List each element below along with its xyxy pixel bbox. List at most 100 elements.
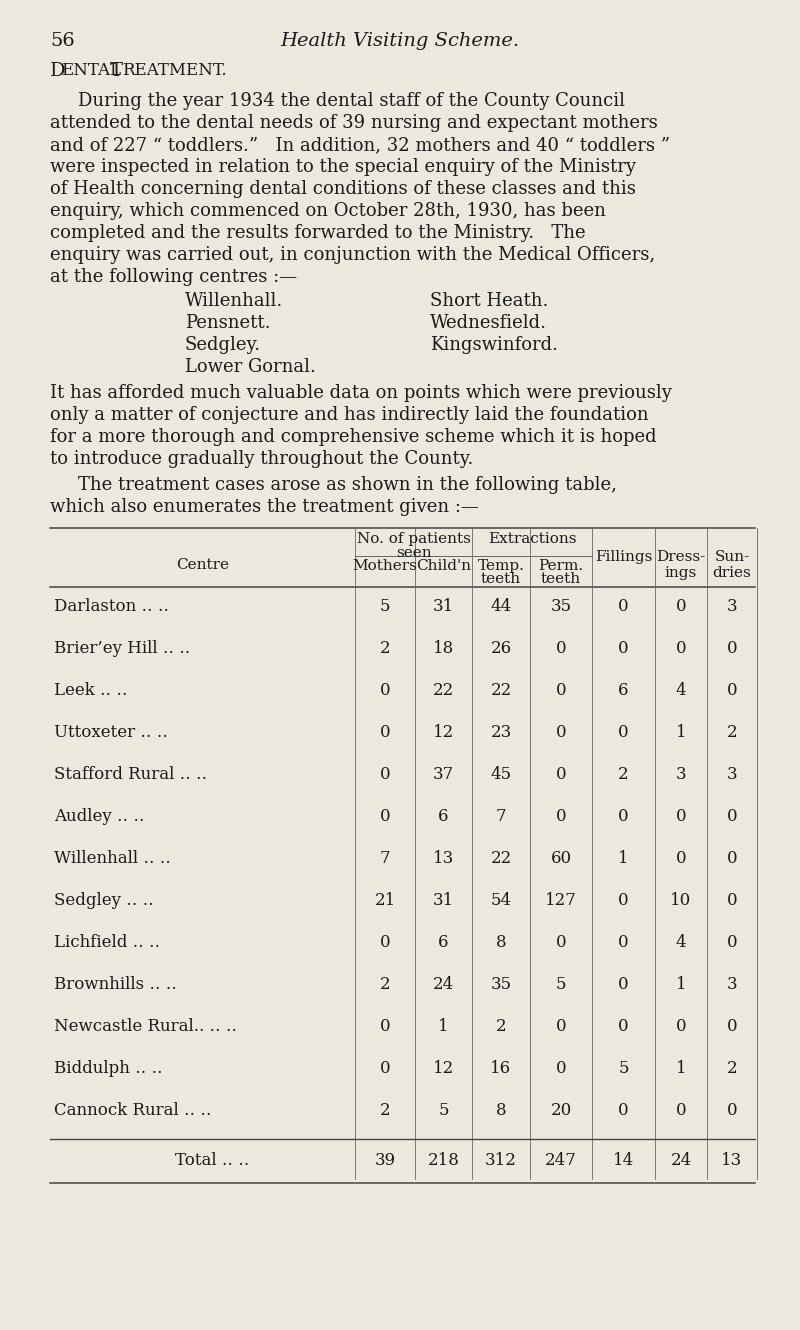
Text: which also enumerates the treatment given :—: which also enumerates the treatment give… <box>50 497 479 516</box>
Text: Extractions: Extractions <box>488 532 576 547</box>
Text: Centre: Centre <box>176 559 229 572</box>
Text: ENTAL: ENTAL <box>61 63 121 78</box>
Text: Mothers: Mothers <box>353 559 418 573</box>
Text: 0: 0 <box>380 766 390 783</box>
Text: Cannock Rural ‥ ‥: Cannock Rural ‥ ‥ <box>54 1103 211 1119</box>
Text: 2: 2 <box>618 766 629 783</box>
Text: 0: 0 <box>676 1103 686 1119</box>
Text: Fillings: Fillings <box>595 551 652 564</box>
Text: 0: 0 <box>556 934 566 951</box>
Text: 0: 0 <box>726 1017 738 1035</box>
Text: Biddulph ‥ ‥: Biddulph ‥ ‥ <box>54 1060 162 1077</box>
Text: 247: 247 <box>545 1152 577 1169</box>
Text: 0: 0 <box>556 766 566 783</box>
Text: 39: 39 <box>374 1152 395 1169</box>
Text: 12: 12 <box>433 1060 454 1077</box>
Text: 0: 0 <box>380 809 390 825</box>
Text: 1: 1 <box>676 976 686 994</box>
Text: 0: 0 <box>618 934 629 951</box>
Text: 0: 0 <box>726 892 738 908</box>
Text: T: T <box>110 63 123 80</box>
Text: only a matter of conjecture and has indirectly laid the foundation: only a matter of conjecture and has indi… <box>50 406 649 424</box>
Text: Leek ‥ ‥: Leek ‥ ‥ <box>54 682 127 700</box>
Text: 2: 2 <box>380 640 390 657</box>
Text: 0: 0 <box>726 682 738 700</box>
Text: Uttoxeter ‥ ‥: Uttoxeter ‥ ‥ <box>54 724 168 741</box>
Text: attended to the dental needs of 39 nursing and expectant mothers: attended to the dental needs of 39 nursi… <box>50 114 658 132</box>
Text: 0: 0 <box>556 724 566 741</box>
Text: 0: 0 <box>676 1017 686 1035</box>
Text: 0: 0 <box>556 1017 566 1035</box>
Text: 0: 0 <box>380 682 390 700</box>
Text: 0: 0 <box>726 1103 738 1119</box>
Text: 35: 35 <box>490 976 511 994</box>
Text: Willenhall ‥ ‥: Willenhall ‥ ‥ <box>54 850 171 867</box>
Text: 0: 0 <box>556 809 566 825</box>
Text: Short Heath.: Short Heath. <box>430 293 548 310</box>
Text: 0: 0 <box>726 809 738 825</box>
Text: 5: 5 <box>618 1060 629 1077</box>
Text: 0: 0 <box>676 640 686 657</box>
Text: It has afforded much valuable data on points which were previously: It has afforded much valuable data on po… <box>50 384 672 402</box>
Text: 0: 0 <box>618 598 629 614</box>
Text: 2: 2 <box>496 1017 506 1035</box>
Text: enquiry was carried out, in conjunction with the Medical Officers,: enquiry was carried out, in conjunction … <box>50 246 655 263</box>
Text: 0: 0 <box>556 640 566 657</box>
Text: completed and the results forwarded to the Ministry.   The: completed and the results forwarded to t… <box>50 223 586 242</box>
Text: 35: 35 <box>550 598 571 614</box>
Text: 0: 0 <box>618 1103 629 1119</box>
Text: 3: 3 <box>726 976 738 994</box>
Text: 24: 24 <box>433 976 454 994</box>
Text: 6: 6 <box>438 934 449 951</box>
Text: 0: 0 <box>618 724 629 741</box>
Text: 23: 23 <box>490 724 512 741</box>
Text: 3: 3 <box>726 766 738 783</box>
Text: of Health concerning dental conditions of these classes and this: of Health concerning dental conditions o… <box>50 180 636 198</box>
Text: During the year 1934 the dental staff of the County Council: During the year 1934 the dental staff of… <box>78 92 625 110</box>
Text: 13: 13 <box>722 1152 742 1169</box>
Text: Sedgley.: Sedgley. <box>185 336 261 354</box>
Text: 5: 5 <box>380 598 390 614</box>
Text: 1: 1 <box>438 1017 449 1035</box>
Text: 22: 22 <box>490 682 512 700</box>
Text: 8: 8 <box>496 934 506 951</box>
Text: 0: 0 <box>380 1017 390 1035</box>
Text: 21: 21 <box>374 892 396 908</box>
Text: 0: 0 <box>380 724 390 741</box>
Text: and of 227 “ toddlers.”   In addition, 32 mothers and 40 “ toddlers ”: and of 227 “ toddlers.” In addition, 32 … <box>50 136 670 154</box>
Text: 0: 0 <box>380 934 390 951</box>
Text: 2: 2 <box>380 1103 390 1119</box>
Text: 22: 22 <box>490 850 512 867</box>
Text: were inspected in relation to the special enquiry of the Ministry: were inspected in relation to the specia… <box>50 158 636 176</box>
Text: 0: 0 <box>726 850 738 867</box>
Text: Brier’ey Hill ‥ ‥: Brier’ey Hill ‥ ‥ <box>54 640 190 657</box>
Text: 0: 0 <box>726 640 738 657</box>
Text: 0: 0 <box>676 809 686 825</box>
Text: 14: 14 <box>613 1152 634 1169</box>
Text: Child'n: Child'n <box>416 559 471 573</box>
Text: D: D <box>50 63 66 80</box>
Text: seen: seen <box>396 547 431 560</box>
Text: enquiry, which commenced on October 28th, 1930, has been: enquiry, which commenced on October 28th… <box>50 202 606 219</box>
Text: 13: 13 <box>433 850 454 867</box>
Text: 0: 0 <box>618 640 629 657</box>
Text: 24: 24 <box>670 1152 692 1169</box>
Text: 31: 31 <box>433 892 454 908</box>
Text: Sedgley ‥ ‥: Sedgley ‥ ‥ <box>54 892 154 908</box>
Text: 218: 218 <box>427 1152 459 1169</box>
Text: 54: 54 <box>490 892 511 908</box>
Text: 2: 2 <box>726 1060 738 1077</box>
Text: teeth: teeth <box>541 572 581 587</box>
Text: 1: 1 <box>676 1060 686 1077</box>
Text: 5: 5 <box>438 1103 449 1119</box>
Text: Pensnett.: Pensnett. <box>185 314 270 332</box>
Text: Stafford Rural ‥ ‥: Stafford Rural ‥ ‥ <box>54 766 207 783</box>
Text: 0: 0 <box>380 1060 390 1077</box>
Text: 0: 0 <box>556 682 566 700</box>
Text: 3: 3 <box>726 598 738 614</box>
Text: Perm.: Perm. <box>538 559 583 573</box>
Text: 0: 0 <box>556 1060 566 1077</box>
Text: 3: 3 <box>676 766 686 783</box>
Text: No. of patients: No. of patients <box>357 532 470 547</box>
Text: 0: 0 <box>618 1017 629 1035</box>
